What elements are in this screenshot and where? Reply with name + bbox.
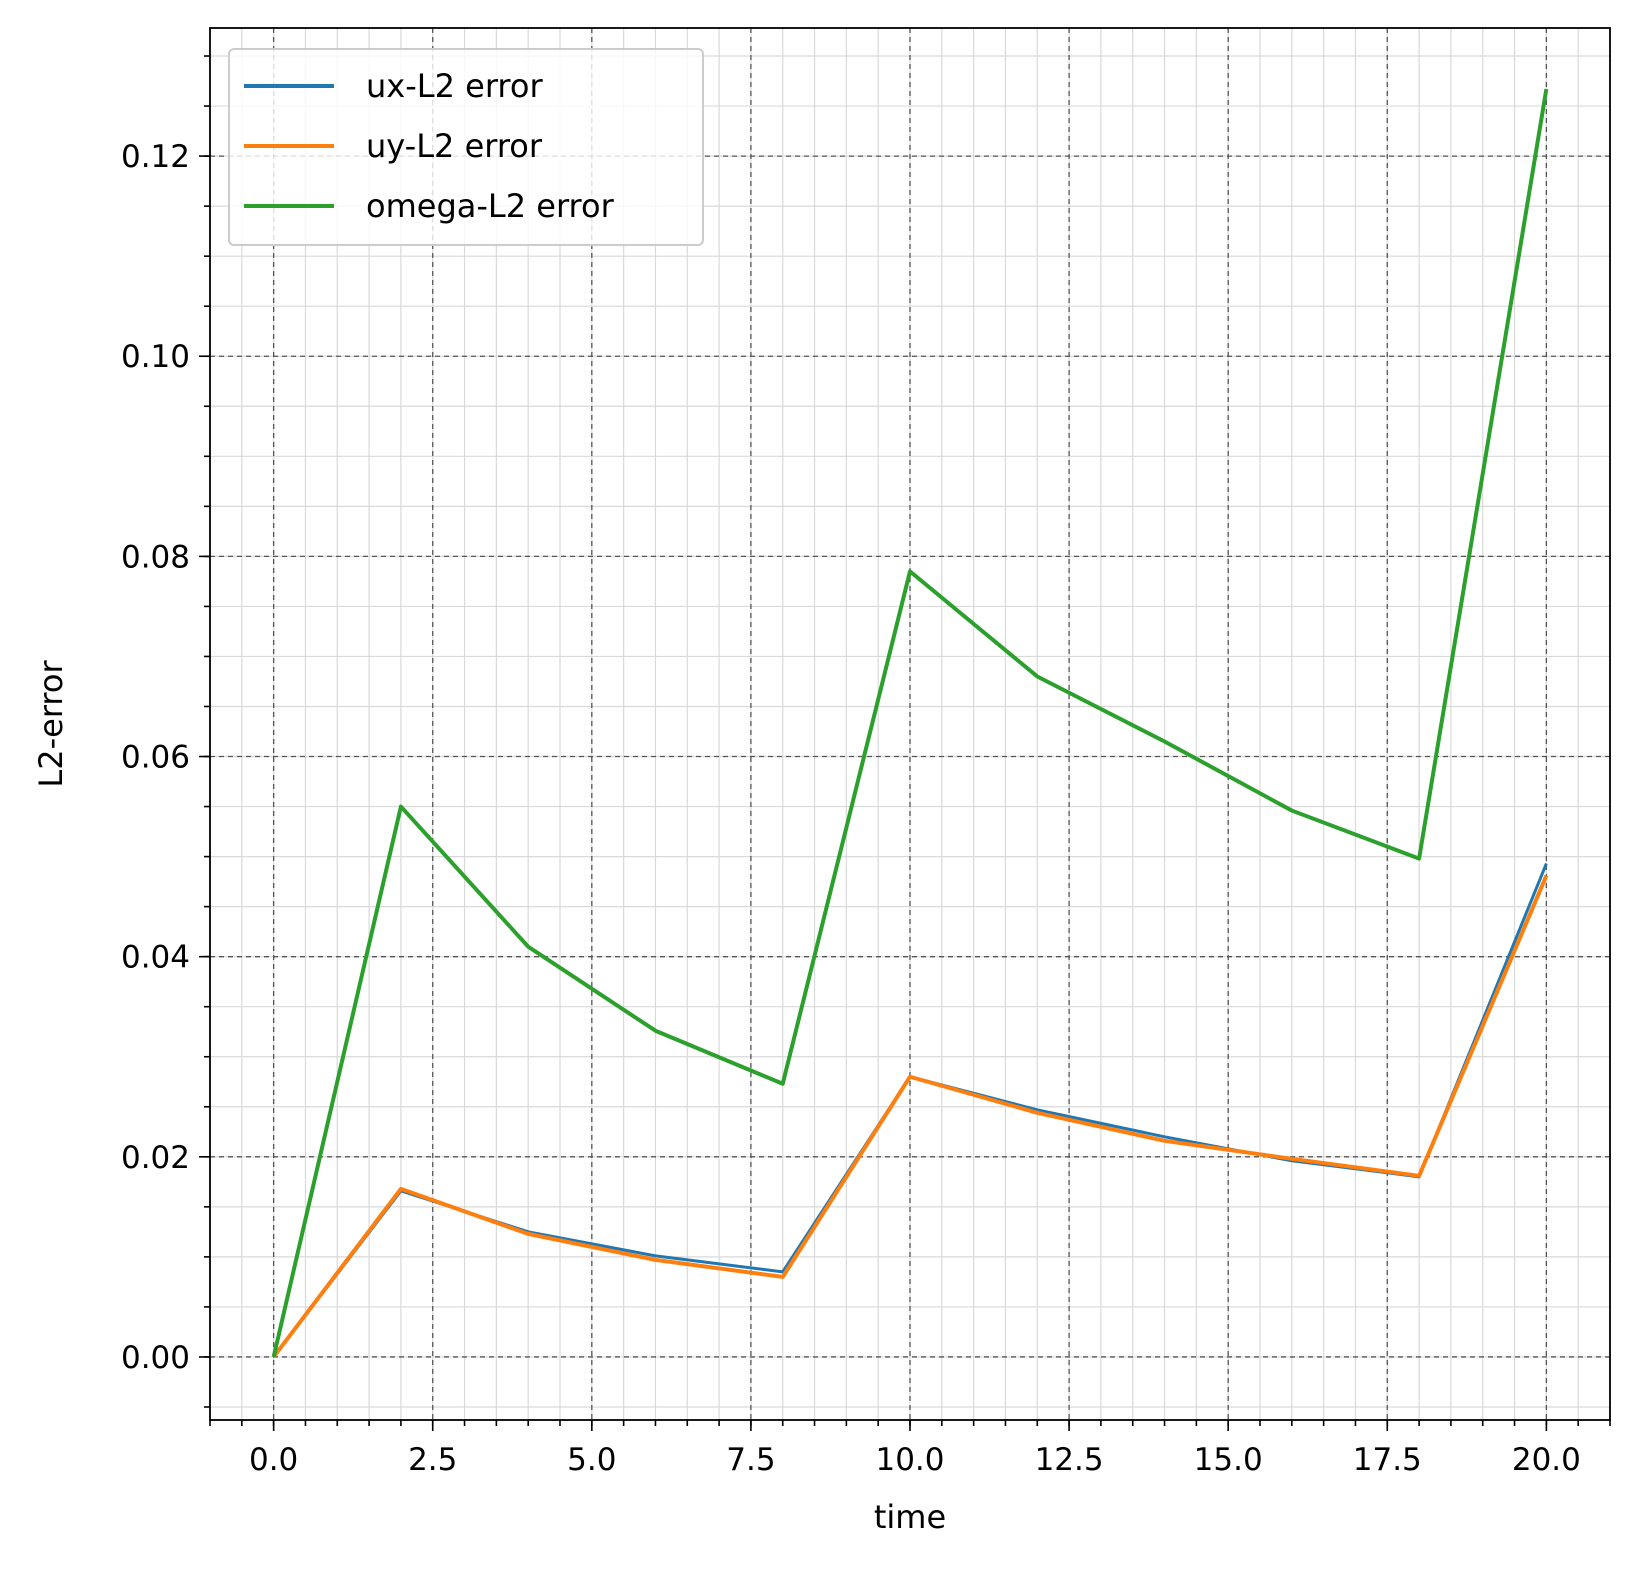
x-tick-label: 2.5 [408, 1442, 457, 1478]
y-tick-labels: 0.00 0.02 0.04 0.06 0.08 0.10 0.12 [121, 139, 190, 1376]
y-tick-label: 0.10 [121, 339, 190, 375]
y-axis-label: L2-error [32, 660, 70, 788]
legend-label: omega-L2 error [366, 187, 615, 225]
x-tick-label: 12.5 [1035, 1442, 1104, 1478]
legend-label: uy-L2 error [366, 127, 543, 165]
y-tick-label: 0.00 [121, 1340, 190, 1376]
x-tick-label: 17.5 [1353, 1442, 1422, 1478]
axis-ticks [199, 55, 1611, 1431]
y-tick-label: 0.02 [121, 1140, 190, 1176]
series-line-2 [272, 874, 1549, 1359]
x-tick-label: 20.0 [1512, 1442, 1581, 1478]
x-tick-label: 15.0 [1194, 1442, 1263, 1478]
y-tick-label: 0.12 [121, 139, 190, 175]
series-line-3 [271, 88, 1549, 1358]
series-layer [271, 88, 1549, 1359]
major-grid [210, 28, 1610, 1420]
x-axis-label: time [874, 1498, 946, 1536]
legend-box [228, 48, 704, 246]
x-tick-labels: 0.0 2.5 5.0 7.5 10.0 12.5 15.0 17.5 20.0 [249, 1442, 1581, 1478]
minor-grid [209, 28, 1611, 1420]
legend-label: ux-L2 error [366, 67, 543, 105]
x-tick-label: 7.5 [726, 1442, 775, 1478]
y-tick-label: 0.08 [121, 539, 190, 575]
y-tick-label: 0.04 [121, 940, 190, 976]
x-tick-label: 10.0 [875, 1442, 944, 1478]
y-tick-label: 0.06 [121, 740, 190, 776]
legend: ux-L2 error uy-L2 error omega-L2 error [228, 48, 704, 246]
x-tick-label: 0.0 [249, 1442, 298, 1478]
x-tick-label: 5.0 [567, 1442, 616, 1478]
